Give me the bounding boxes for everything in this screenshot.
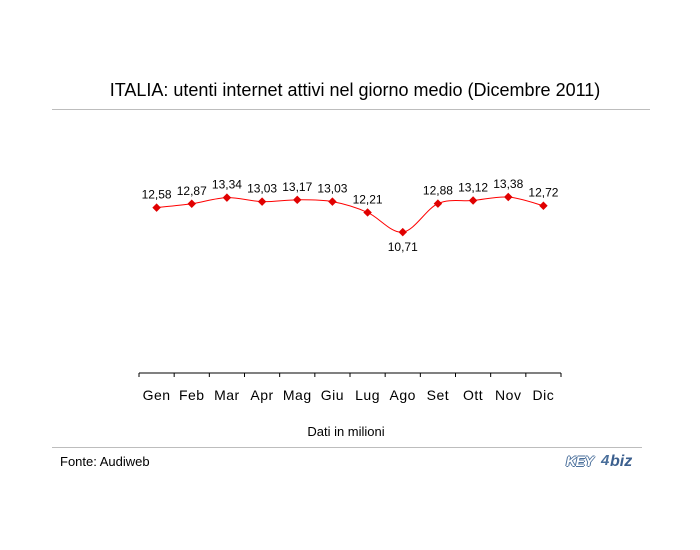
title-divider bbox=[52, 109, 650, 110]
x-axis-label: Set bbox=[427, 387, 450, 403]
x-axis-label: Dic bbox=[533, 387, 555, 403]
logo-number-text: 4 bbox=[601, 452, 610, 469]
x-axis-label: Nov bbox=[495, 387, 521, 403]
footer-divider bbox=[52, 447, 642, 448]
data-label: 13,03 bbox=[317, 182, 347, 196]
data-point bbox=[398, 227, 407, 237]
data-point bbox=[293, 195, 302, 205]
data-point bbox=[187, 199, 196, 209]
data-point bbox=[363, 208, 372, 217]
data-point bbox=[222, 193, 232, 202]
data-point bbox=[152, 203, 161, 212]
series-line bbox=[156, 196, 544, 233]
x-axis-labels: Gen Feb Mar Apr Mag Giu Lug Ago Set Ott Nov Dic bbox=[143, 387, 555, 403]
data-point bbox=[539, 201, 548, 210]
x-axis-label: Mag bbox=[283, 387, 312, 403]
data-label: 12,87 bbox=[177, 184, 207, 198]
x-axis-label: Giu bbox=[321, 387, 344, 403]
x-axis-label: Apr bbox=[250, 387, 273, 403]
x-axis-ticks bbox=[138, 373, 562, 377]
data-label: 12,58 bbox=[142, 188, 172, 202]
chart-title: ITALIA: utenti internet attivi nel giorn… bbox=[109, 80, 601, 100]
logo-key-text: KEY bbox=[566, 453, 594, 469]
data-label: 13,38 bbox=[493, 177, 523, 191]
keybiz-logo: KEY 4 biz bbox=[566, 452, 642, 474]
data-label: 12,21 bbox=[353, 192, 383, 206]
data-label: 12,72 bbox=[528, 186, 558, 200]
data-labels: 12,58 12,87 13,34 13,03 13,17 13,03 12,21 10,71… bbox=[142, 177, 559, 254]
data-label: 13,12 bbox=[458, 180, 488, 194]
data-point bbox=[328, 197, 337, 206]
data-label: 13,03 bbox=[247, 182, 277, 196]
x-axis-label: Feb bbox=[179, 387, 205, 403]
unit-note: Dati in milioni bbox=[307, 424, 385, 439]
x-axis-label: Ott bbox=[463, 387, 483, 403]
data-point bbox=[433, 199, 443, 208]
x-axis-label: Mar bbox=[214, 387, 240, 403]
data-point bbox=[257, 197, 267, 206]
data-label: 13,34 bbox=[212, 178, 242, 192]
source-note: Fonte: Audiweb bbox=[60, 454, 150, 469]
x-axis-label: Gen bbox=[143, 387, 171, 403]
x-axis-label: Lug bbox=[355, 387, 380, 403]
logo-biz-text: biz bbox=[610, 453, 633, 470]
x-axis-label: Ago bbox=[390, 387, 416, 403]
data-label: 12,88 bbox=[423, 184, 453, 198]
data-label: 10,71 bbox=[388, 240, 418, 254]
data-point bbox=[504, 192, 513, 202]
data-label: 13,17 bbox=[282, 180, 312, 194]
data-point bbox=[468, 196, 478, 205]
